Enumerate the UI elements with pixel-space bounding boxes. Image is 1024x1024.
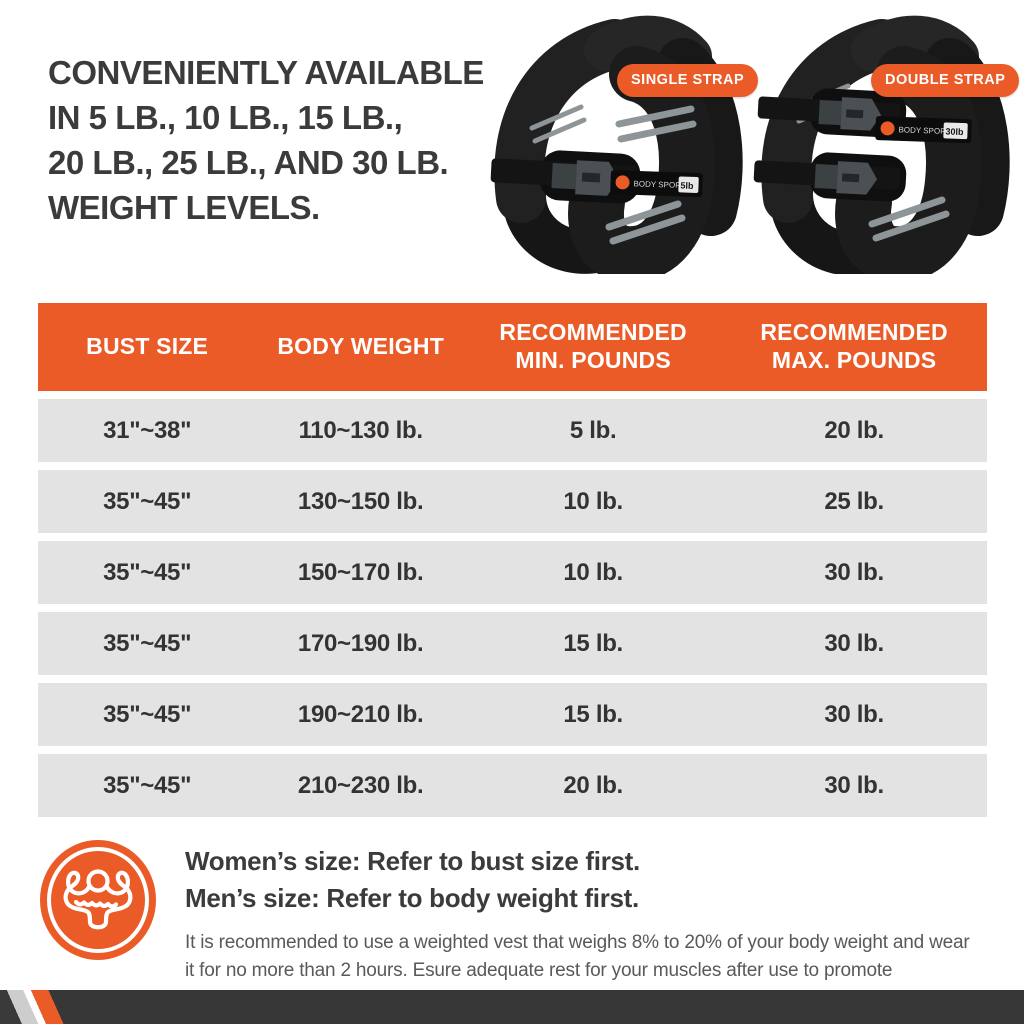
buckle-icon — [814, 161, 878, 195]
brand-label: BODY SPORT 30lb — [875, 116, 972, 144]
table-row: 35"~45" 130~150 lb. 10 lb. 25 lb. — [38, 470, 987, 533]
min-pounds-cell: 10 lb. — [563, 558, 623, 586]
header-body-weight: BODY WEIGHT — [277, 333, 444, 360]
headline: CONVENIENTLY AVAILABLE IN 5 LB., 10 LB.,… — [48, 50, 518, 230]
body-weight-cell: 210~230 lb. — [297, 771, 424, 799]
single-strap-badge: SINGLE STRAP — [617, 64, 759, 97]
max-pounds-cell: 20 lb. — [824, 416, 884, 444]
headline-line: WEIGHT LEVELS. — [48, 189, 320, 226]
max-pounds-cell: 30 lb. — [824, 558, 884, 586]
single-strap-vest-image: BODY SPORT 5lb — [485, 12, 743, 283]
max-pounds-cell: 25 lb. — [824, 487, 884, 515]
table-row: 31"~38" 110~130 lb. 5 lb. 20 lb. — [38, 399, 987, 462]
min-pounds-cell: 10 lb. — [563, 487, 623, 515]
bust-size-cell: 35"~45" — [103, 771, 192, 799]
body-weight-cell: 130~150 lb. — [297, 487, 424, 515]
sizing-table: BUST SIZE BODY WEIGHT RECOMMENDED MIN. P… — [38, 303, 987, 817]
header-recommended-max: RECOMMENDED MAX. POUNDS — [760, 319, 948, 373]
muscle-icon — [38, 838, 158, 962]
header-recommended-min: RECOMMENDED MIN. POUNDS — [499, 319, 687, 373]
body-weight-cell: 110~130 lb. — [298, 416, 423, 444]
mens-size-note: Men’s size: Refer to body weight first. — [185, 883, 639, 913]
headline-line: IN 5 LB., 10 LB., 15 LB., — [48, 99, 403, 136]
body-sport-logo-icon — [880, 121, 895, 136]
sizing-notes: Women’s size: Refer to bust size first. … — [185, 843, 985, 1013]
max-pounds-cell: 30 lb. — [824, 771, 884, 799]
body-sport-logo-icon — [615, 175, 630, 190]
usage-recommendation-note: It is recommended to use a weighted vest… — [185, 932, 970, 1009]
min-pounds-cell: 5 lb. — [569, 416, 617, 444]
bust-size-cell: 31"~38" — [103, 416, 192, 444]
headline-line: CONVENIENTLY AVAILABLE — [48, 54, 484, 91]
buckle-icon — [818, 97, 882, 131]
womens-size-note: Women’s size: Refer to bust size first. — [185, 846, 640, 876]
table-header-row: BUST SIZE BODY WEIGHT RECOMMENDED MIN. P… — [38, 303, 987, 391]
body-weight-cell: 190~210 lb. — [297, 700, 424, 728]
weight-tag: 30lb — [945, 126, 964, 137]
table-row: 35"~45" 150~170 lb. 10 lb. 30 lb. — [38, 541, 987, 604]
bust-size-cell: 35"~45" — [103, 487, 192, 515]
min-pounds-cell: 15 lb. — [563, 700, 623, 728]
min-pounds-cell: 20 lb. — [563, 771, 623, 799]
buckle-icon — [551, 160, 619, 196]
table-row: 35"~45" 170~190 lb. 15 lb. 30 lb. — [38, 612, 987, 675]
double-strap-badge: DOUBLE STRAP — [871, 64, 1020, 97]
header-bust-size: BUST SIZE — [86, 333, 209, 360]
bust-size-cell: 35"~45" — [103, 629, 192, 657]
brand-text: BODY SPORT — [633, 179, 686, 190]
weight-tag: 5lb — [680, 180, 694, 190]
footer-stripe-bar — [0, 990, 1024, 1024]
bust-size-cell: 35"~45" — [103, 558, 192, 586]
max-pounds-cell: 30 lb. — [824, 700, 884, 728]
brand-label: BODY SPORT 5lb — [610, 170, 703, 198]
headline-line: 20 LB., 25 LB., AND 30 LB. — [48, 144, 449, 181]
min-pounds-cell: 15 lb. — [563, 629, 623, 657]
table-row: 35"~45" 210~230 lb. 20 lb. 30 lb. — [38, 754, 987, 817]
body-weight-cell: 150~170 lb. — [297, 558, 424, 586]
double-strap-vest-image: BODY SPORT 30lb — [748, 12, 1012, 283]
max-pounds-cell: 30 lb. — [824, 629, 884, 657]
table-row: 35"~45" 190~210 lb. 15 lb. 30 lb. — [38, 683, 987, 746]
body-weight-cell: 170~190 lb. — [297, 629, 424, 657]
bust-size-cell: 35"~45" — [103, 700, 192, 728]
brand-text: BODY SPORT — [898, 125, 951, 136]
